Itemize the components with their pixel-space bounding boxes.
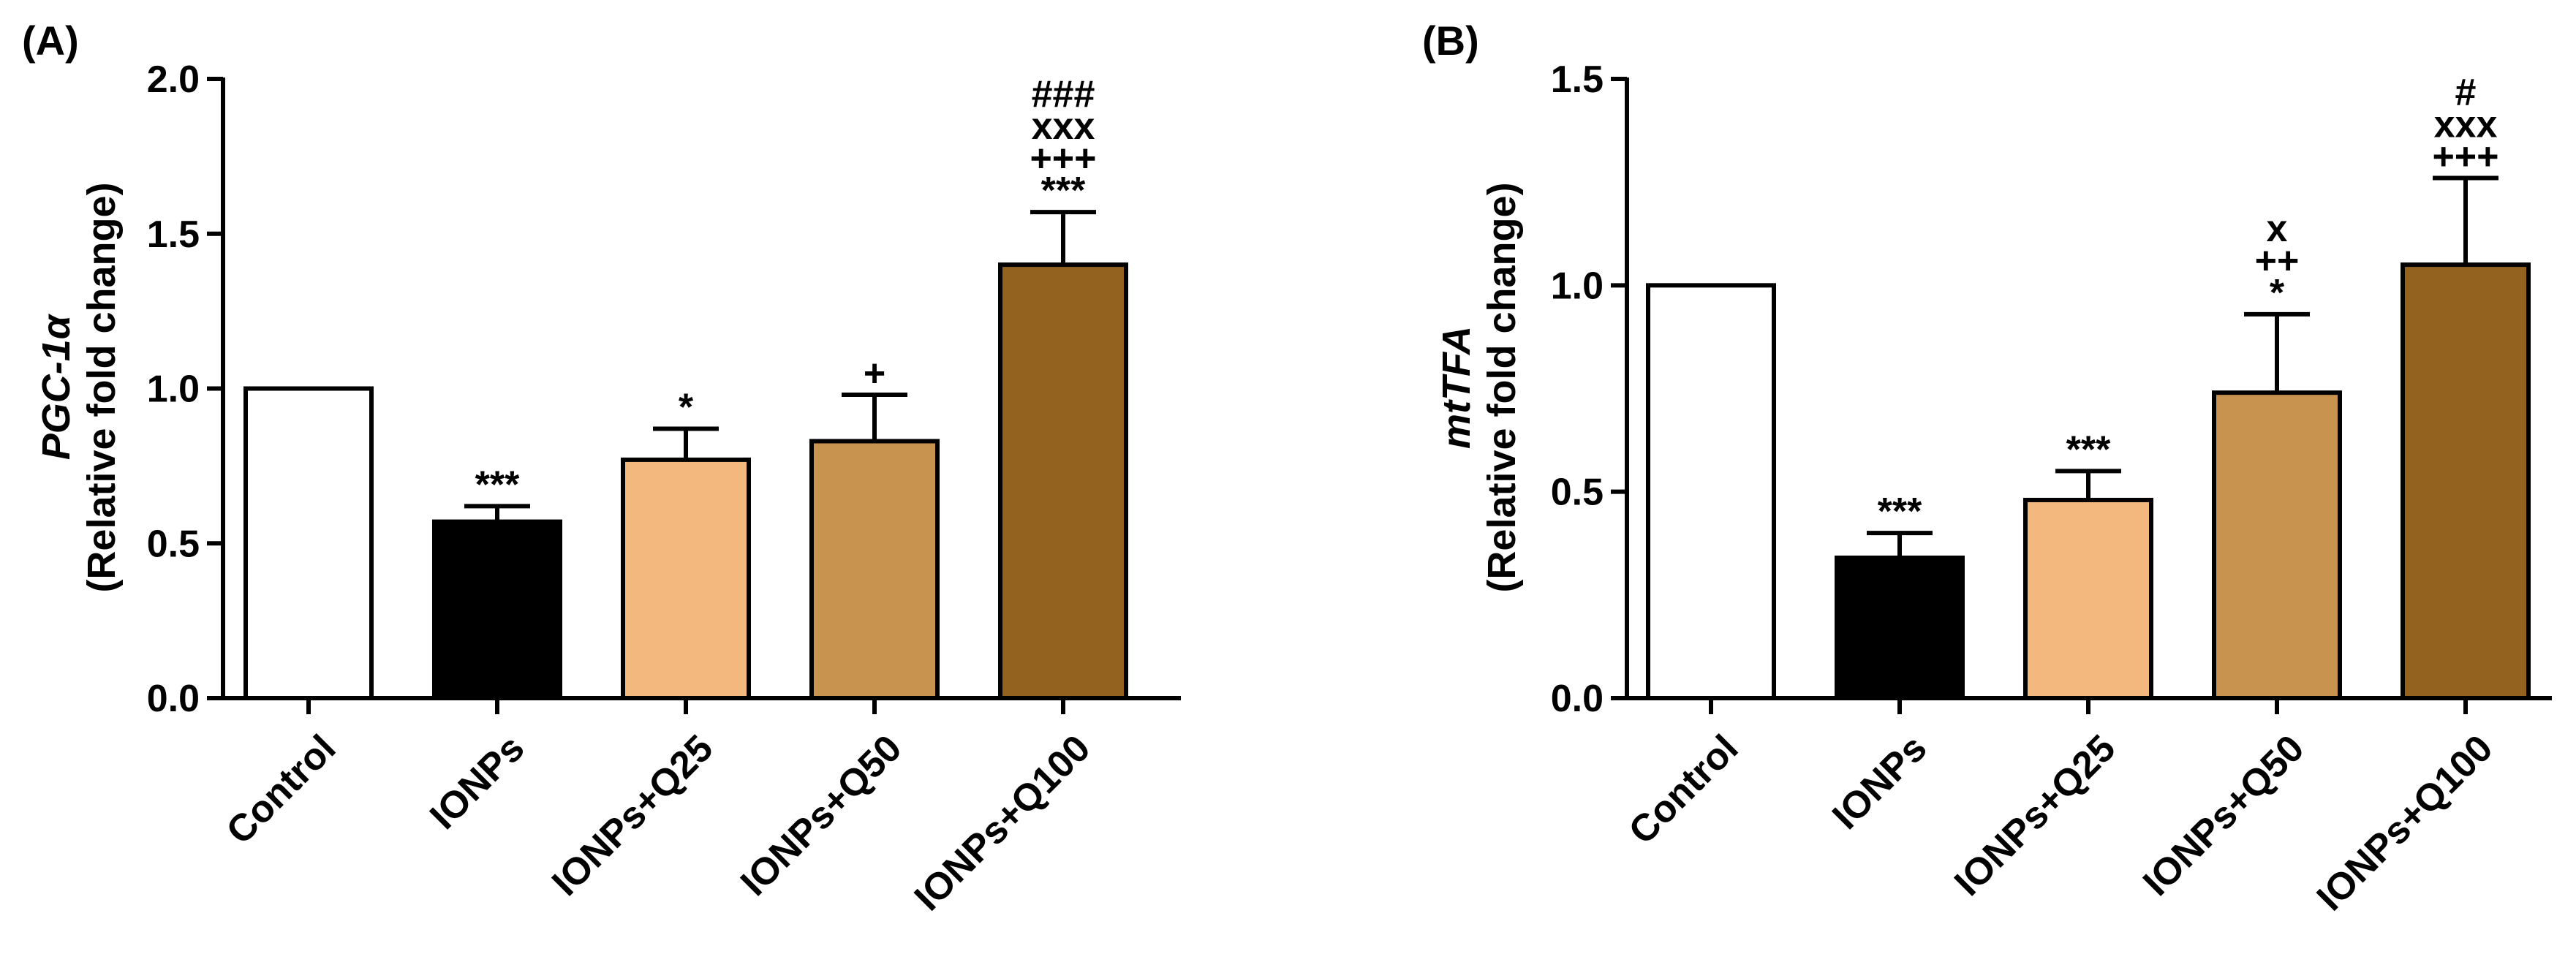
panel-a-category-label: IONPs: [422, 727, 532, 837]
panel-a-y-tick-label: 1.0: [147, 368, 200, 411]
panel-a-significance-label: xxx: [1032, 105, 1095, 148]
panel-b: (B) mtTFA (Relative fold change) 0.0 0.5 1…: [1422, 18, 2552, 919]
panel-a-bar: [809, 439, 940, 700]
panel-a-category-label: IONPs+Q50: [733, 727, 910, 904]
panel-a-ylabel-symbol: α: [34, 313, 78, 339]
panel-b-category-label: Control: [1621, 727, 1747, 852]
panel-a-category-label: Control: [219, 727, 344, 852]
panel-b-bar: [2401, 262, 2531, 701]
panel-a-y-axis-title: PGC-1α (Relative fold change): [34, 182, 124, 592]
panel-a-bar: [998, 262, 1128, 701]
panel-b-ylabel-sub: (Relative fold change): [1480, 182, 1524, 592]
panel-b-y-tick-label: 0.0: [1551, 678, 1604, 720]
panel-b-significance-label: ***: [2066, 428, 2111, 471]
panel-a-y-tick-label: 0.5: [147, 523, 200, 565]
panel-a-bar: [243, 386, 374, 700]
panel-b-y-tick-label: 0.5: [1551, 472, 1604, 514]
panel-a-ylabel-gene: PGC-1: [34, 339, 78, 460]
panel-b-significance-label: *: [2270, 272, 2285, 314]
panel-b-bar: [1835, 556, 1965, 700]
panel-a-significance-label: +: [864, 352, 885, 395]
panel-a-y-tick-label: 0.0: [147, 678, 200, 720]
panel-a-bar: [621, 457, 751, 701]
panel-b-y-tick-label: 1.0: [1551, 265, 1604, 307]
panel-b-bar: [1646, 283, 1776, 701]
panel-b-significance-label: x: [2267, 208, 2288, 250]
panel-b-ylabel-gene: mtTFA: [1435, 326, 1478, 449]
panel-b-significance-label: ++: [2255, 240, 2300, 282]
panel-b-bar: [2023, 497, 2153, 701]
panel-a-significance-label: ***: [475, 463, 520, 506]
panel-b-category-label: IONPs: [1824, 727, 1935, 837]
panel-b-plot-area: 0.0 0.5 1.0 1.5 Control *** IONPs *** IONPs+Q25 x…: [1551, 58, 2552, 919]
panel-a-significance-label: *: [679, 387, 694, 429]
panel-a-significance-label: ###: [1032, 73, 1095, 116]
panel-b-category-label: IONPs+Q25: [1946, 727, 2123, 904]
panel-b-y-tick-label: 1.5: [1551, 58, 1604, 101]
svg-text:mtTFA: mtTFA: [1435, 326, 1478, 449]
panel-b-label: (B): [1422, 18, 1479, 64]
panel-b-significance-label: xxx: [2434, 104, 2498, 146]
panel-a-category-label: IONPs+Q100: [907, 727, 1099, 919]
panel-b-category-label: IONPs+Q100: [2309, 727, 2501, 919]
panel-a-label: (A): [22, 18, 79, 64]
panel-b-significance-label: #: [2455, 72, 2477, 114]
panel-b-y-axis-title: mtTFA (Relative fold change): [1435, 182, 1524, 592]
panel-b-bar: [2212, 390, 2342, 700]
panel-b-significance-label: ***: [1878, 491, 1922, 533]
panel-a-ylabel-sub: (Relative fold change): [80, 182, 124, 592]
panel-a-y-tick-label: 1.5: [147, 213, 200, 256]
panel-a-y-tick-label: 2.0: [147, 58, 200, 101]
panel-a-plot-area: 0.0 0.5 1.0 1.5 2.0 Control *** IONPs * IONPs+Q25…: [147, 58, 1181, 919]
panel-b-significance-label: +++: [2432, 136, 2498, 178]
panel-a-significance-label: ***: [1041, 170, 1086, 212]
panel-a-category-label: IONPs+Q25: [544, 727, 721, 904]
svg-text:PGC-1α: PGC-1α: [34, 313, 78, 460]
panel-a-bar: [432, 519, 562, 700]
panel-a-significance-label: +++: [1030, 137, 1096, 180]
panel-b-category-label: IONPs+Q50: [2135, 727, 2312, 904]
panel-a: (A) PGC-1α (Relative fold change) 0.0 0.5…: [22, 18, 1181, 919]
